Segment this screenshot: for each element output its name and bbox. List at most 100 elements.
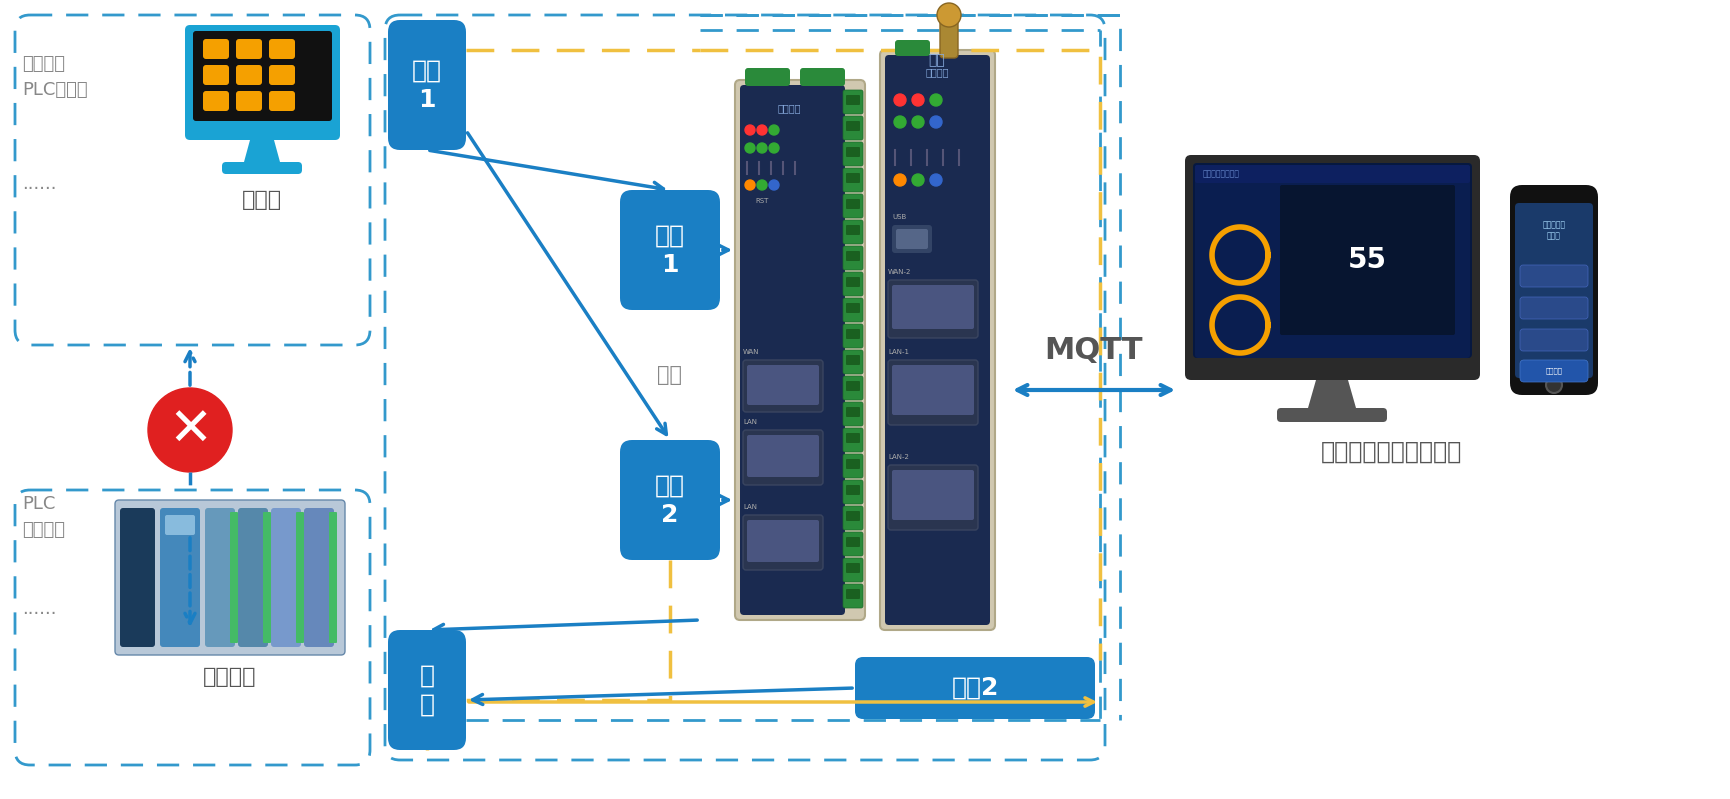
Circle shape [768,143,778,153]
FancyBboxPatch shape [192,31,332,121]
FancyBboxPatch shape [891,365,974,415]
FancyBboxPatch shape [846,251,860,261]
FancyBboxPatch shape [268,39,294,59]
FancyBboxPatch shape [1194,165,1469,183]
FancyBboxPatch shape [884,55,990,625]
Circle shape [744,143,754,153]
FancyBboxPatch shape [304,508,334,647]
FancyBboxPatch shape [1519,329,1586,351]
FancyBboxPatch shape [1519,297,1586,319]
Circle shape [147,388,232,472]
FancyBboxPatch shape [846,199,860,209]
FancyBboxPatch shape [296,512,304,643]
Text: ✕: ✕ [168,404,213,456]
FancyBboxPatch shape [742,430,822,485]
Circle shape [768,125,778,135]
FancyBboxPatch shape [237,508,268,647]
FancyBboxPatch shape [846,589,860,599]
Circle shape [744,125,754,135]
Text: 主站2: 主站2 [952,676,998,700]
Text: 串口
2: 串口 2 [654,473,685,527]
FancyBboxPatch shape [846,355,860,365]
Text: LAN: LAN [742,504,756,510]
Text: USB: USB [891,214,907,220]
FancyBboxPatch shape [846,407,860,417]
Text: 组态软件
PLC控制器: 组态软件 PLC控制器 [22,55,88,99]
FancyBboxPatch shape [843,90,863,114]
Circle shape [936,3,960,27]
FancyBboxPatch shape [843,194,863,218]
FancyBboxPatch shape [887,280,977,338]
Text: LAN-1: LAN-1 [887,349,908,355]
FancyBboxPatch shape [1519,265,1586,287]
FancyBboxPatch shape [735,80,865,620]
FancyBboxPatch shape [846,225,860,235]
FancyBboxPatch shape [891,285,974,329]
FancyBboxPatch shape [230,512,237,643]
FancyBboxPatch shape [1192,163,1470,358]
FancyBboxPatch shape [843,428,863,452]
Text: 工业设备: 工业设备 [202,667,256,687]
Text: MQTT: MQTT [1045,336,1142,365]
FancyBboxPatch shape [272,508,301,647]
FancyBboxPatch shape [268,91,294,111]
Circle shape [893,116,905,128]
FancyBboxPatch shape [879,50,995,630]
FancyBboxPatch shape [939,20,957,58]
Text: 转发: 转发 [657,365,682,385]
FancyBboxPatch shape [164,515,195,535]
FancyBboxPatch shape [843,350,863,374]
FancyBboxPatch shape [235,39,261,59]
Text: 上位机: 上位机 [242,190,282,210]
FancyBboxPatch shape [887,360,977,425]
FancyBboxPatch shape [846,459,860,469]
FancyBboxPatch shape [894,40,929,56]
FancyBboxPatch shape [1514,203,1592,378]
FancyBboxPatch shape [1277,408,1386,422]
FancyBboxPatch shape [799,68,844,86]
FancyBboxPatch shape [744,68,789,86]
Text: 物通博联: 物通博联 [777,103,801,113]
Text: 分布式远程
云平台: 分布式远程 云平台 [1541,220,1564,240]
FancyBboxPatch shape [843,246,863,270]
Text: 从
站: 从 站 [419,663,434,717]
Circle shape [893,94,905,106]
FancyBboxPatch shape [846,173,860,183]
FancyBboxPatch shape [846,277,860,287]
FancyBboxPatch shape [747,365,818,405]
FancyBboxPatch shape [843,272,863,296]
FancyBboxPatch shape [388,630,465,750]
Text: WAN-2: WAN-2 [887,269,912,275]
FancyBboxPatch shape [846,485,860,495]
Circle shape [912,116,924,128]
FancyBboxPatch shape [1519,360,1586,382]
FancyBboxPatch shape [263,512,272,643]
Text: 主站
1: 主站 1 [412,58,441,112]
FancyBboxPatch shape [202,91,228,111]
FancyBboxPatch shape [846,329,860,339]
Text: 分布式能源云平台: 分布式能源云平台 [1202,169,1239,178]
FancyBboxPatch shape [202,65,228,85]
FancyBboxPatch shape [891,225,931,253]
Circle shape [929,116,941,128]
FancyBboxPatch shape [388,20,465,150]
FancyBboxPatch shape [846,433,860,443]
Text: 𝒕𝒕: 𝒕𝒕 [927,53,945,67]
FancyBboxPatch shape [159,508,201,647]
FancyBboxPatch shape [739,85,844,615]
FancyBboxPatch shape [891,470,974,520]
Text: 物通博联: 物通博联 [926,67,948,77]
FancyBboxPatch shape [1185,155,1479,380]
FancyBboxPatch shape [846,303,860,313]
FancyBboxPatch shape [619,190,720,310]
Circle shape [756,143,766,153]
Circle shape [744,180,754,190]
Text: RST: RST [754,198,768,204]
FancyBboxPatch shape [204,508,235,647]
FancyBboxPatch shape [202,39,228,59]
FancyBboxPatch shape [843,324,863,348]
Text: 立即登录: 立即登录 [1545,368,1562,374]
FancyBboxPatch shape [843,506,863,530]
FancyBboxPatch shape [846,95,860,105]
Polygon shape [244,140,280,162]
